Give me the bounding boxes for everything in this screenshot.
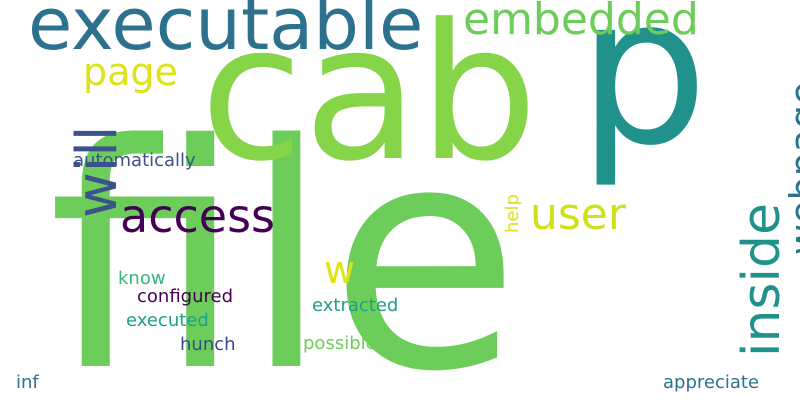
word-appreciate: appreciate	[663, 372, 760, 393]
word-know: know	[118, 268, 166, 289]
word-automatically: automatically	[73, 150, 196, 171]
word-embedded: embedded	[463, 0, 699, 45]
word-inside: inside	[732, 203, 792, 357]
word-access: access	[120, 189, 276, 243]
word-will: will	[65, 125, 130, 218]
word-p: p	[578, 0, 709, 191]
word-executable: executable	[28, 0, 424, 66]
word-configured: configured	[137, 286, 233, 307]
word-cab: cab	[200, 0, 538, 203]
word-executed: executed	[126, 310, 209, 331]
word-extracted: extracted	[312, 295, 399, 316]
word-user: user	[530, 189, 626, 240]
word-w: w	[324, 248, 356, 292]
word-inf: inf	[16, 372, 39, 393]
word-help: help	[502, 194, 523, 233]
word-hunch: hunch	[180, 334, 236, 355]
word-page: page	[83, 50, 178, 94]
word-file: file	[48, 79, 521, 400]
word-possible: possible	[303, 333, 377, 354]
